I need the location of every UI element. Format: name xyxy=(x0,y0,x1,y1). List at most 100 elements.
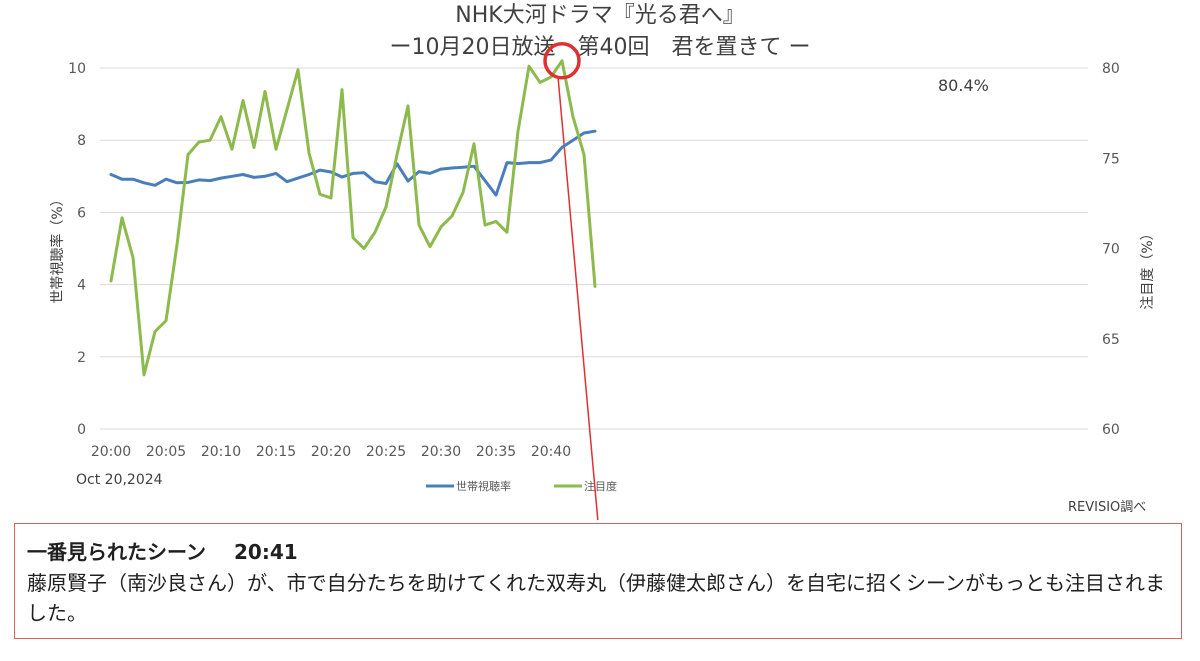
data-point xyxy=(318,193,322,196)
data-point xyxy=(274,172,278,175)
data-point xyxy=(219,115,223,118)
data-point xyxy=(340,88,344,91)
y-right-tick-label: 80 xyxy=(1102,61,1120,77)
source-label: REVISIO調べ xyxy=(1068,500,1147,515)
data-point xyxy=(516,129,520,133)
data-point xyxy=(527,161,531,164)
data-point xyxy=(296,176,300,180)
data-point xyxy=(175,243,179,247)
data-point xyxy=(439,167,443,171)
data-point xyxy=(263,175,267,178)
data-point xyxy=(593,129,597,133)
data-point xyxy=(450,166,454,170)
data-point xyxy=(373,231,377,234)
data-point xyxy=(417,170,421,173)
data-point xyxy=(472,142,476,146)
y-left-tick-label: 2 xyxy=(77,350,86,366)
data-point xyxy=(439,225,443,229)
x-tick-label: 20:30 xyxy=(421,444,461,460)
data-point xyxy=(450,214,454,218)
x-tick-label: 20:00 xyxy=(91,444,131,460)
data-point xyxy=(274,148,278,151)
peak-annotation-label: 80.4% xyxy=(938,76,989,95)
data-point xyxy=(494,220,498,223)
data-point xyxy=(153,184,157,187)
line-chart: 0 2 4 6 8 10 60 65 70 75 80 20:00 20:05 20:10 20:15 20:… xyxy=(49,42,1156,520)
top-scene-box: 一番見られたシーン 20:41 藤原賢子（南沙良さん）が、市で自分たちを助けてくれ… xyxy=(14,523,1182,639)
data-point xyxy=(494,193,498,197)
data-point xyxy=(406,179,410,183)
data-point xyxy=(538,161,542,164)
data-point xyxy=(307,151,311,155)
data-point xyxy=(329,196,333,200)
data-point xyxy=(219,176,223,180)
x-tick-label: 20:10 xyxy=(201,444,241,460)
y-left-tick-label: 6 xyxy=(77,205,86,221)
data-point xyxy=(549,75,553,79)
y-left-tick-label: 0 xyxy=(77,422,86,438)
data-point xyxy=(307,173,311,176)
data-point xyxy=(505,161,509,164)
y-right-axis-label: 注目度（%） xyxy=(1140,226,1156,309)
data-point xyxy=(582,153,586,156)
data-point xyxy=(252,176,256,179)
x-tick-label: 20:05 xyxy=(146,444,186,460)
data-point xyxy=(351,236,355,239)
data-point xyxy=(263,90,267,93)
y-left-tick-label: 10 xyxy=(68,61,86,77)
data-point xyxy=(142,181,146,184)
data-point xyxy=(208,179,212,182)
data-point xyxy=(120,216,124,220)
data-point xyxy=(505,231,509,234)
data-point xyxy=(428,172,432,175)
data-point xyxy=(483,179,487,182)
y-right-tick-label: 75 xyxy=(1102,151,1120,167)
chart-subtitle: ー10月20日放送 第40回 君を置きて ー xyxy=(389,35,811,60)
peak-highlight-circle xyxy=(543,42,581,80)
top-scene-description: 藤原賢子（南沙良さん）が、市で自分たちを助けてくれた双寿丸（伊藤健太郎さん）を自… xyxy=(27,571,1165,625)
data-point xyxy=(208,139,212,142)
data-point xyxy=(384,182,388,185)
data-point xyxy=(406,104,410,108)
data-point xyxy=(351,172,355,175)
data-point xyxy=(560,146,564,149)
x-tick-label: 20:15 xyxy=(256,444,296,460)
data-point xyxy=(153,330,157,333)
legend-label: 世帯視聴率 xyxy=(456,479,511,493)
x-tick-label: 20:40 xyxy=(531,444,571,460)
data-point xyxy=(516,162,520,165)
data-point xyxy=(142,373,146,377)
data-point xyxy=(362,171,366,174)
chart-title: NHK大河ドラマ『光る君へ』 xyxy=(455,3,745,28)
data-point xyxy=(230,175,234,178)
data-point xyxy=(230,148,234,151)
y-right-tick-label: 60 xyxy=(1102,422,1120,438)
data-point xyxy=(593,285,597,288)
data-point xyxy=(461,166,465,169)
data-point xyxy=(538,81,542,84)
data-point xyxy=(461,191,465,194)
data-point xyxy=(296,68,300,72)
y-left-tick-label: 8 xyxy=(77,133,86,149)
x-tick-label: 20:35 xyxy=(476,444,516,460)
data-point xyxy=(186,181,190,184)
data-point xyxy=(131,177,135,181)
top-scene-time: 20:41 xyxy=(234,540,298,564)
data-point xyxy=(340,175,344,179)
y-left-axis-label: 世帯視聴率（%） xyxy=(49,192,66,303)
data-point xyxy=(384,205,388,209)
y-left-tick-label: 4 xyxy=(77,278,86,294)
data-point xyxy=(241,173,245,176)
data-point xyxy=(120,177,124,181)
data-point xyxy=(527,64,531,68)
data-point xyxy=(571,139,575,142)
data-point xyxy=(197,178,201,182)
data-point xyxy=(362,247,366,250)
data-point xyxy=(483,223,487,227)
data-point xyxy=(417,223,421,227)
legend-label: 注目度 xyxy=(584,479,617,493)
data-point xyxy=(318,168,322,172)
data-point xyxy=(560,59,564,62)
data-point xyxy=(395,153,399,156)
data-point xyxy=(252,146,256,149)
